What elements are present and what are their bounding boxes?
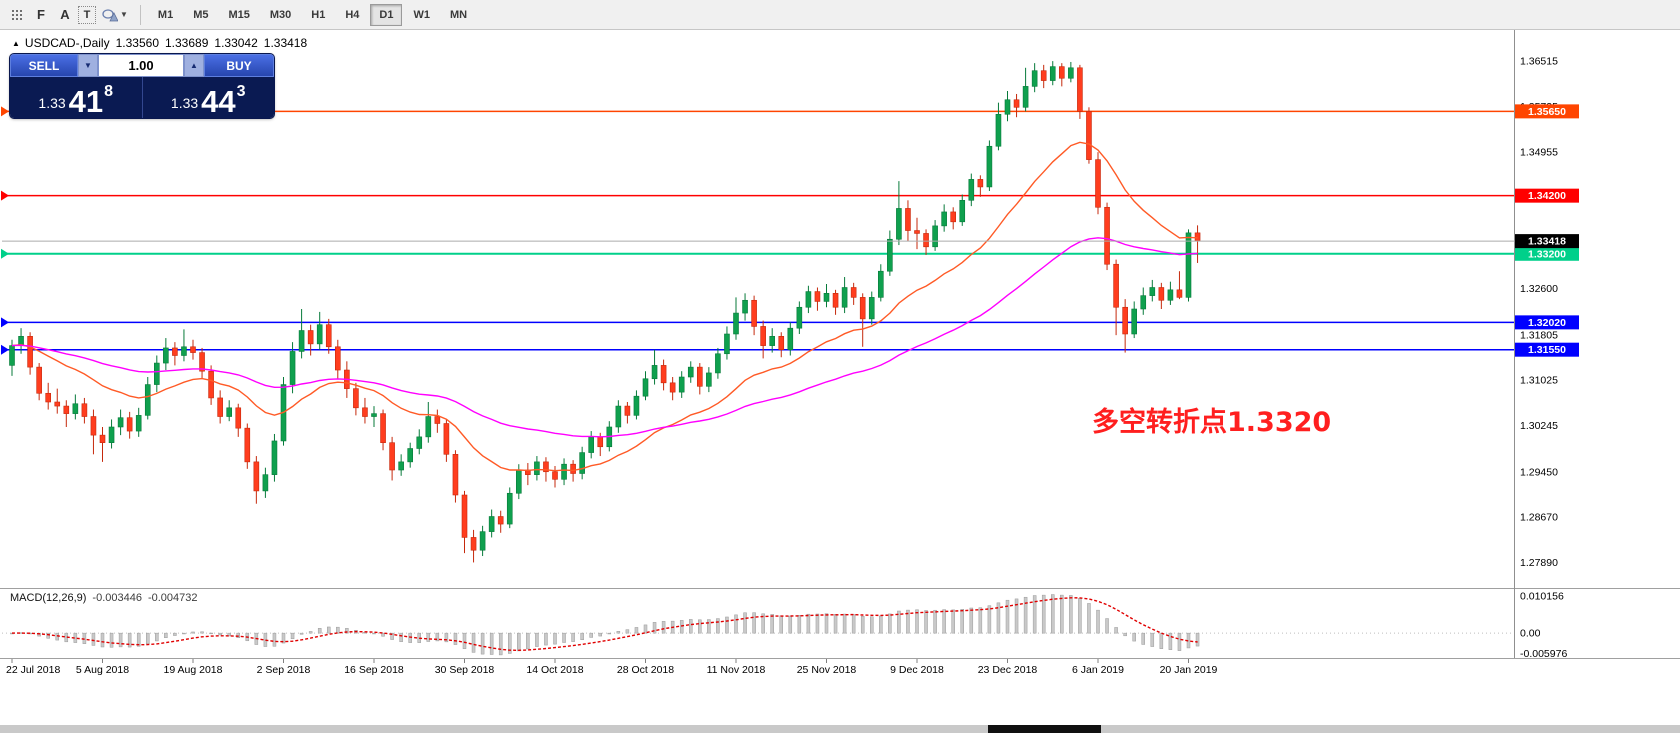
svg-text:0.010156: 0.010156 [1520,591,1564,603]
ohlc-low: 1.33042 [214,36,258,50]
svg-text:1.32600: 1.32600 [1520,283,1558,295]
dots-grid-icon [11,8,23,21]
sell-price-prefix: 1.33 [38,95,66,111]
lot-down-button[interactable]: ▼ [78,54,98,77]
order-controls-row: SELL ▼ ▲ BUY [10,54,274,77]
bid-price-tag [1515,234,1579,249]
dots-grid-button[interactable] [6,3,28,27]
svg-text:11 Nov 2018: 11 Nov 2018 [707,664,766,676]
svg-text:16 Sep 2018: 16 Sep 2018 [344,664,404,676]
svg-text:25 Nov 2018: 25 Nov 2018 [797,664,857,676]
svg-text:1.35650: 1.35650 [1528,106,1566,118]
chevron-up-icon: ▲ [190,60,198,70]
buy-button[interactable]: BUY [204,54,274,77]
ma-slow-line [11,237,1198,438]
lot-up-button[interactable]: ▲ [184,54,204,77]
svg-text:1.31805: 1.31805 [1520,329,1558,341]
buy-price-big: 44 [201,83,236,118]
sell-button[interactable]: SELL [10,54,78,77]
macd-signal-line [12,597,1198,652]
ohlc-open: 1.33560 [115,36,159,50]
timeframe-m5-button[interactable]: M5 [184,4,217,26]
macd-signal-value: -0.004732 [147,592,198,604]
ohlc-high: 1.33689 [165,36,209,50]
svg-text:28 Oct 2018: 28 Oct 2018 [617,664,674,676]
macd-main-value: -0.003446 [92,592,142,604]
svg-text:1.34200: 1.34200 [1528,190,1566,202]
macd-name: MACD(12,26,9) [10,592,87,604]
svg-text:2 Sep 2018: 2 Sep 2018 [257,664,311,676]
macd-histogram [10,594,1200,656]
timeframe-d1-button[interactable]: D1 [370,3,403,26]
annotation-text[interactable]: 多空转折点1.3320 [1092,407,1332,438]
chevron-down-icon: ▼ [120,10,128,19]
letter-f-button[interactable]: F [30,3,52,27]
quote-divider [141,77,143,118]
collapse-arrow-icon[interactable]: ▲ [12,39,20,48]
quote-display-row: 1.33 41 8 1.33 44 3 [10,77,274,118]
svg-text:14 Oct 2018: 14 Oct 2018 [526,664,583,676]
buy-price-display[interactable]: 1.33 44 3 [143,77,275,118]
sell-price-big: 41 [68,83,104,118]
svg-text:30 Sep 2018: 30 Sep 2018 [435,664,495,676]
svg-text:1.30245: 1.30245 [1520,420,1558,432]
timeframes-group: M1 M5 M15 M30 H1 H4 D1 W1 MN [148,3,477,26]
svg-text:19 Aug 2018: 19 Aug 2018 [164,664,223,676]
timeframe-mn-button[interactable]: MN [441,4,476,26]
svg-text:1.31550: 1.31550 [1528,344,1566,356]
ma-fast-line [11,141,1198,472]
price-axis[interactable]: 1.365151.357351.349551.341751.333951.326… [1520,56,1558,569]
timeframe-h1-button[interactable]: H1 [302,4,334,26]
svg-text:1.29450: 1.29450 [1520,466,1558,478]
sell-price-pip: 8 [104,83,114,100]
symbol-period-label: USDCAD-,Daily [24,36,110,50]
chevron-down-icon: ▼ [84,60,92,70]
timeframe-h4-button[interactable]: H4 [336,4,368,26]
svg-text:6 Jan 2019: 6 Jan 2019 [1072,664,1124,676]
drawing-tools-group: F A T ▼ [5,3,133,27]
toolbar-separator [139,4,141,25]
candlesticks [9,61,1201,563]
taskbar-item[interactable] [988,725,1101,733]
timeframe-m30-button[interactable]: M30 [261,4,300,26]
main-toolbar: F A T ▼ M1 M5 M15 M30 H1 H4 D1 W1 MN [0,0,1680,30]
sell-price-display[interactable]: 1.33 41 8 [10,77,142,118]
taskbar-strip [0,725,1680,733]
svg-text:1.31025: 1.31025 [1520,375,1558,387]
text-box-t-button[interactable]: T [78,5,96,24]
svg-text:1.33200: 1.33200 [1528,248,1566,260]
svg-text:1.36515: 1.36515 [1520,56,1558,68]
timeframe-m15-button[interactable]: M15 [219,4,258,26]
svg-text:5 Aug 2018: 5 Aug 2018 [76,664,129,676]
svg-text:22 Jul 2018: 22 Jul 2018 [6,664,60,676]
svg-text:1.28670: 1.28670 [1520,512,1558,524]
shapes-icon [102,8,118,21]
text-label-a-button[interactable]: A [54,3,76,27]
svg-text:1.27890: 1.27890 [1520,557,1558,569]
buy-price-prefix: 1.33 [170,95,199,111]
svg-text:0.00: 0.00 [1520,628,1541,640]
price-tags: 1.35650 1.34200 1.33200 1.32020 1.31550 1.334… [1515,104,1579,357]
svg-text:1.32020: 1.32020 [1528,317,1566,329]
shapes-button[interactable]: ▼ [98,3,132,27]
svg-text:-0.005976: -0.005976 [1520,648,1567,660]
timeframe-w1-button[interactable]: W1 [404,4,439,26]
svg-text:23 Dec 2018: 23 Dec 2018 [978,664,1038,676]
time-axis[interactable]: 22 Jul 2018 5 Aug 2018 19 Aug 2018 2 Sep 20… [6,659,1218,676]
buy-price-pip: 3 [236,83,246,100]
svg-text:1.33418: 1.33418 [1528,236,1566,248]
svg-text:9 Dec 2018: 9 Dec 2018 [890,664,944,676]
chart-title: ▲ USDCAD-,Daily 1.33560 1.33689 1.33042 1.334… [12,36,307,50]
lot-size-input[interactable] [98,54,184,77]
svg-text:1.34955: 1.34955 [1520,146,1558,158]
macd-axis-labels: 0.010156 0.00 -0.005976 [1520,591,1567,661]
svg-text:20 Jan 2019: 20 Jan 2019 [1160,664,1218,676]
ohlc-close: 1.33418 [263,36,308,50]
timeframe-m1-button[interactable]: M1 [149,4,182,26]
macd-indicator-label: MACD(12,26,9) -0.003446 -0.004732 [10,592,198,604]
horizontal-level-lines[interactable] [1,106,1514,355]
